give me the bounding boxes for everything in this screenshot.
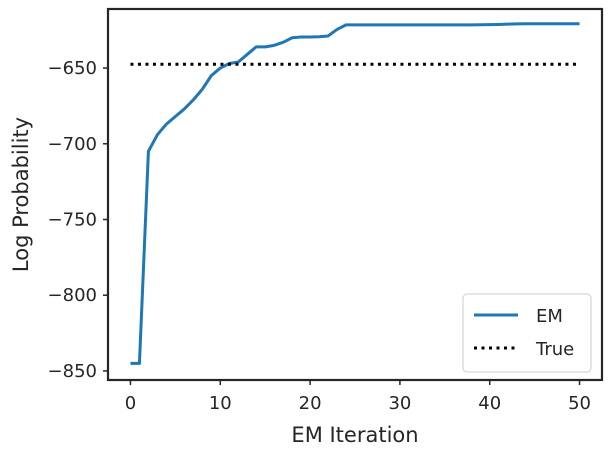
x-tick-label: 30 [388, 393, 411, 414]
y-tick-label: −800 [48, 285, 97, 306]
y-axis-label: Log Probability [9, 117, 33, 272]
x-tick-label: 50 [568, 393, 591, 414]
series-line-em [130, 22, 580, 365]
x-axis-label: EM Iteration [291, 423, 418, 447]
legend: EM True [462, 293, 592, 373]
x-axis-ticks: 0 10 20 30 40 50 [125, 380, 591, 414]
legend-label-em: EM [536, 306, 563, 327]
x-tick-label: 20 [299, 393, 322, 414]
x-tick-label: 10 [209, 393, 232, 414]
y-tick-label: −700 [48, 134, 97, 155]
series-layer [130, 22, 580, 365]
y-tick-label: −850 [48, 361, 97, 382]
legend-label-true: True [535, 339, 574, 360]
plot-area [106, 7, 604, 382]
y-tick-label: −750 [48, 209, 97, 230]
y-tick-label: −650 [48, 58, 97, 79]
plot-frame [106, 7, 604, 382]
x-tick-label: 40 [478, 393, 501, 414]
x-tick-label: 0 [125, 393, 136, 414]
legend-box [462, 293, 592, 373]
y-axis-ticks: −850 −800 −750 −700 −650 [48, 58, 108, 382]
